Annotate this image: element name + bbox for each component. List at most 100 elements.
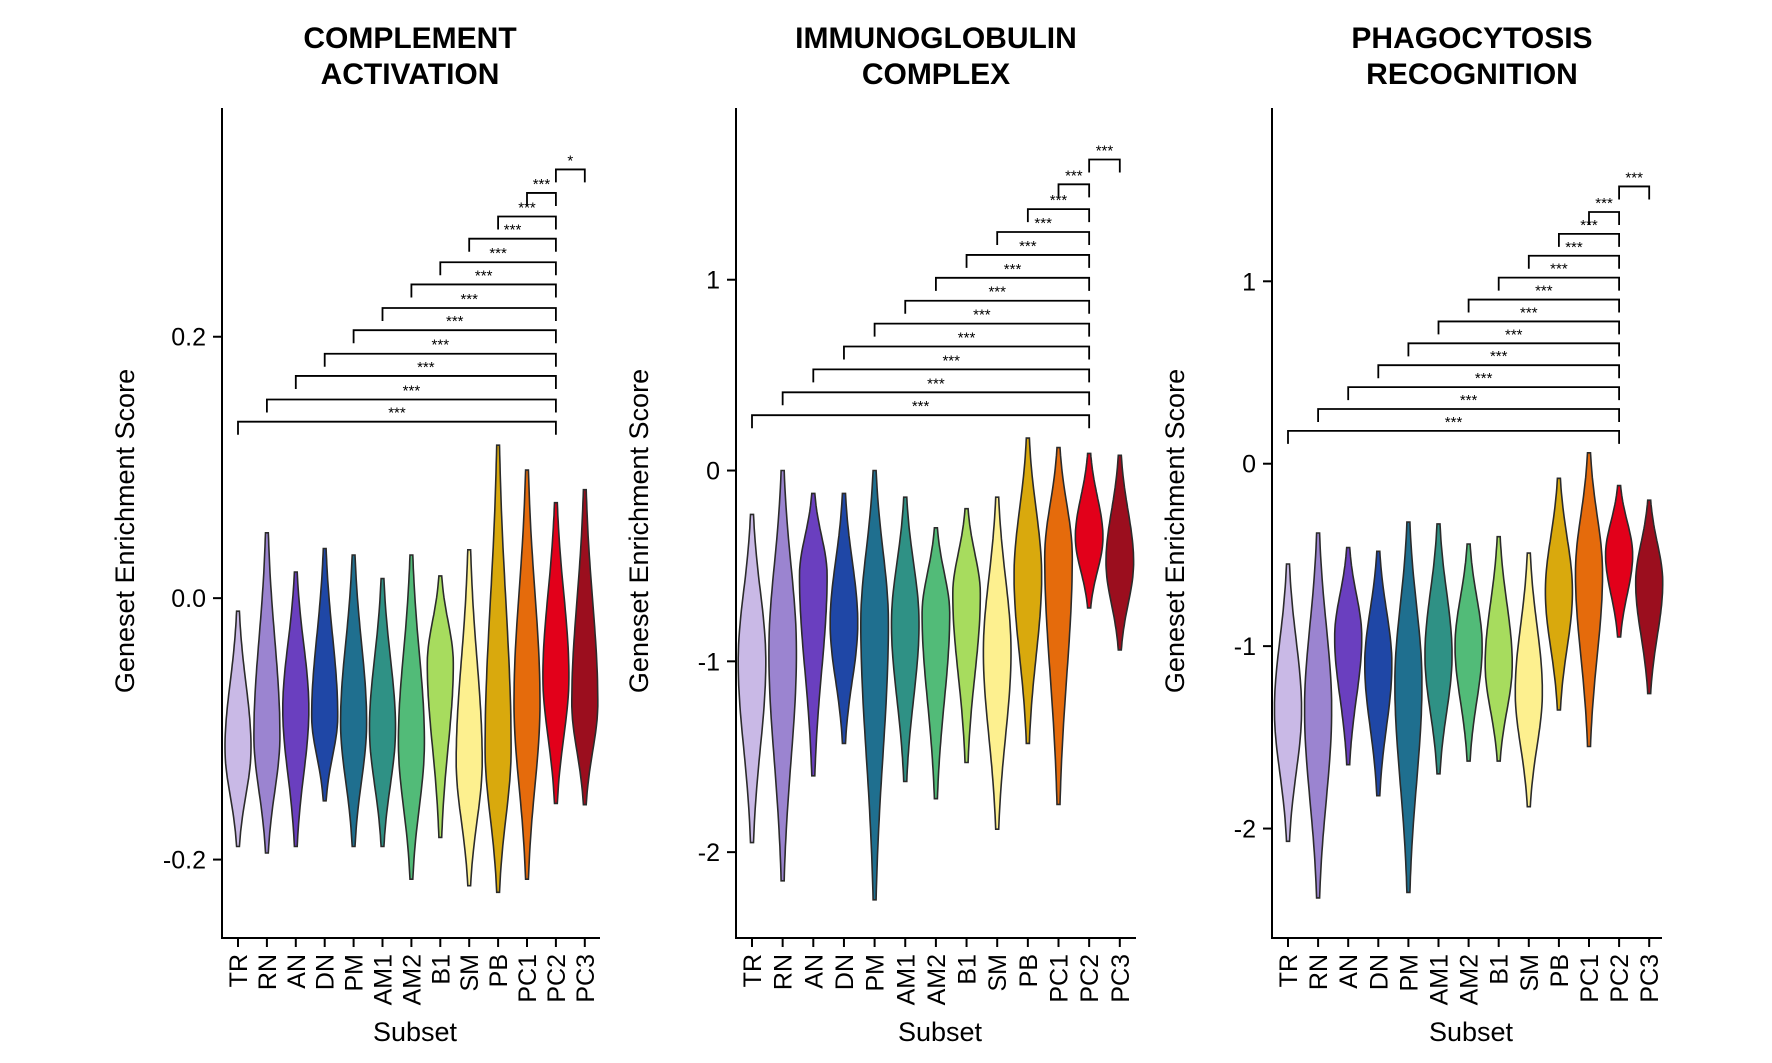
significance-label: *** [1505,326,1523,343]
significance-label: *** [988,284,1006,301]
violin-AN [282,571,310,848]
significance-label: *** [1445,414,1463,431]
x-tick-label: PM [1395,954,1423,992]
violin-RN [768,469,798,882]
significance-label: *** [417,359,435,376]
significance-label: *** [446,313,464,330]
significance-bracket [1437,320,1620,335]
significance-label: *** [1065,167,1083,184]
x-tick-label: PC2 [543,954,571,1003]
x-tick-label: AN [800,954,828,989]
violin-SM [1514,552,1544,808]
y-axis-title: Geneset Enrichment Score [624,369,654,693]
x-tick-label: PB [1546,954,1574,987]
significance-label: *** [432,337,450,354]
significance-label: *** [388,405,406,422]
x-tick-label: PB [1015,954,1043,987]
significance-bracket [555,168,586,183]
significance-bracket [1377,364,1620,379]
violin-B1 [952,507,982,764]
x-tick-label: DN [312,954,340,990]
significance-bracket [812,368,1091,383]
violin-PC1 [1574,452,1604,748]
significance-bracket [1287,429,1620,444]
x-tick-label: SM [984,954,1012,992]
violin-AM1 [1424,523,1453,775]
x-tick-label: PC3 [1636,954,1664,1003]
significance-bracket [439,261,557,276]
significance-label: *** [1550,261,1568,278]
significance-label: * [567,152,573,169]
violin-B1 [1484,535,1513,762]
x-tick-label: PC1 [514,954,542,1003]
x-tick-label: DN [1365,954,1393,990]
x-tick-label: DN [831,954,859,990]
significance-label: *** [1580,217,1598,234]
x-tick-label: RN [254,954,282,990]
significance-label: *** [1520,304,1538,321]
significance-bracket [323,352,557,367]
significance-label: *** [1595,195,1613,212]
significance-label: *** [973,307,991,324]
significance-label: *** [912,398,930,415]
violin-AN [798,492,828,777]
significance-label: *** [1565,239,1583,256]
violin-PM [1394,521,1423,894]
violin-AN [1333,546,1363,766]
x-tick-label: TR [739,954,767,987]
x-axis-title: Subset [1429,1017,1514,1047]
significance-label: *** [927,375,945,392]
violin-DN [829,492,859,745]
violin-SM [982,496,1012,830]
x-tick-label: PC1 [1046,954,1074,1003]
significance-bracket [1088,158,1121,173]
significance-bracket [1467,298,1620,313]
violin-PB [484,444,512,894]
violin-PC3 [1105,454,1135,651]
y-tick-label: 0 [706,458,720,486]
x-tick-label: PM [341,954,369,992]
x-tick-label: B1 [954,954,982,985]
significance-bracket [468,237,557,252]
significance-bracket [965,254,1091,268]
significance-label: *** [1050,192,1068,209]
violin-AM2 [397,554,426,880]
x-tick-label: PC2 [1606,954,1634,1003]
x-tick-label: SM [1516,954,1544,992]
significance-label: *** [1625,169,1643,186]
x-tick-label: AM1 [892,954,920,1005]
significance-label: *** [958,330,976,347]
x-tick-label: B1 [1486,954,1514,985]
significance-label: *** [942,352,960,369]
y-tick-label: -1 [698,648,720,676]
panel-title: PHAGOCYTOSIS [1351,22,1592,55]
x-tick-label: PC1 [1576,954,1604,1003]
y-tick-label: 1 [1242,268,1256,296]
x-tick-label: AN [1335,954,1363,989]
violin-SM [455,549,483,887]
significance-bracket [526,192,557,206]
panel-title: COMPLEMENT [303,22,516,55]
x-tick-label: AM2 [1456,954,1484,1005]
significance-bracket [381,307,557,321]
significance-label: *** [1475,370,1493,387]
significance-label: *** [1019,238,1037,255]
violin-DN [1364,550,1393,797]
y-tick-label: 0.2 [171,324,206,352]
violin-AM2 [1454,543,1483,762]
y-axis-title: Geneset Enrichment Score [110,369,140,693]
violin-TR [224,610,252,848]
x-tick-label: TR [225,954,253,987]
significance-bracket [1618,185,1651,200]
violin-TR [737,513,767,844]
significance-bracket [1497,276,1620,291]
violin-TR [1273,563,1303,843]
panel-title: ACTIVATION [321,58,500,91]
significance-bracket [1407,342,1620,357]
x-tick-label: PC3 [572,954,600,1003]
significance-label: *** [1490,348,1508,365]
x-axis-title: Subset [898,1017,983,1047]
significance-bracket [410,283,557,298]
